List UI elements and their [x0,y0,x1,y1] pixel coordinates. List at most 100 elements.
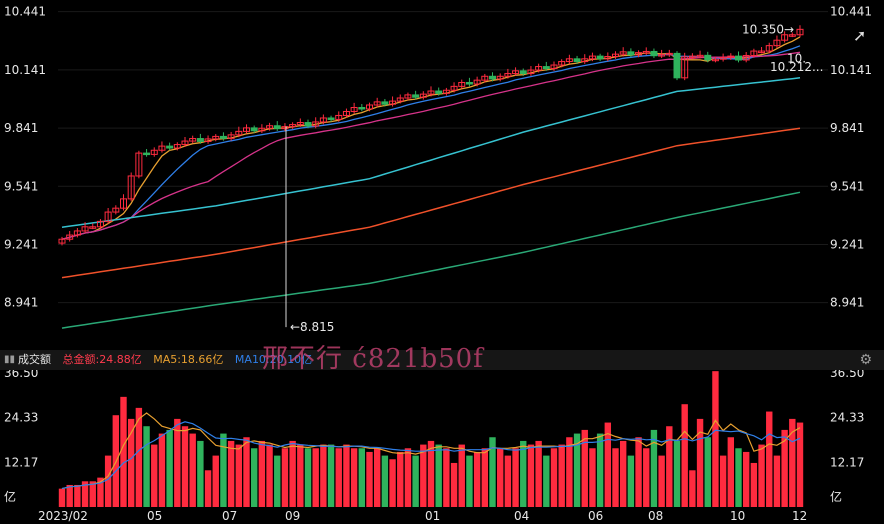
volume-bar [619,440,627,507]
volume-menu-icon[interactable]: ▮▮ [4,354,16,365]
x-axis-label: 05 [147,509,162,523]
volume-bar [696,418,704,507]
volume-bar [427,440,435,507]
candle-body [781,34,789,41]
candle-body [319,117,327,123]
volume-bar [335,448,342,507]
price-tick-right: 9.241 [830,237,864,251]
volume-bar [589,448,596,507]
volume-unit-left: 亿 [4,489,16,504]
volume-bar [58,488,66,507]
candle-body [665,52,673,56]
candle-body [765,45,773,52]
volume-bar [389,459,396,507]
volume-bar [320,444,327,507]
price-annotations: ←8.815 10.350→ 10.10.212... [285,22,823,334]
last-price-label: 10.212... [770,60,823,74]
volume-bar [420,444,427,507]
volume-bar [789,418,796,507]
ma120-line [61,127,801,279]
price-tick-left: 8.941 [4,296,38,310]
volume-bar [704,437,711,507]
volume-bar [373,448,381,507]
volume-ma10: MA10:20.10亿 [234,353,313,366]
volume-bar [781,429,788,507]
volume-bar [443,448,450,507]
candle-body [135,152,143,177]
candle-body [127,175,135,200]
volume-bar [573,433,581,507]
candle-body [373,101,381,106]
candle-body [58,238,66,244]
settings-gear-icon[interactable]: ⚙ [859,352,872,368]
candle-body [489,75,496,80]
volume-bar [81,481,89,507]
volume-bar [274,455,281,507]
candle-body [442,89,450,94]
volume-bar [796,422,804,507]
ma250-line [61,191,801,329]
candle-body [166,145,174,149]
volume-ma10-line [61,421,801,490]
candle-body [250,127,258,132]
candle-body [281,126,289,130]
candle-body [750,50,758,57]
volume-bar [327,444,335,507]
candle-body [273,125,281,130]
candle-body [612,53,619,57]
volume-bar [566,437,573,507]
volume-bar [235,444,243,507]
volume-bar [466,455,473,507]
x-axis-label: 2023/02 [38,509,88,523]
volume-bar [297,444,304,507]
candle-body [450,85,458,91]
price-grid [58,11,828,304]
volume-bar [289,440,296,507]
watermark: 邢不行 ć821b50f [262,344,484,374]
candle-body [512,70,520,75]
candle-body [565,58,573,63]
volume-bar [650,429,658,507]
volume-bars [58,371,804,507]
volume-bar [719,455,727,507]
candle-body [535,66,543,71]
volume-bar [627,455,635,507]
volume-bar [89,481,96,507]
min-price-label: ←8.815 [290,320,334,334]
price-axis-ticks: 10.441 10.441 10.141 10.141 9.841 9.841 9.541 9… [4,5,872,310]
candle-body [558,61,566,66]
volume-bar [496,448,504,507]
candle-body [396,97,404,102]
candle-body [719,57,727,60]
candle-body [89,226,97,229]
volume-bar [250,448,258,507]
candle-body [66,234,74,240]
candle-body [496,75,504,80]
candle-body [604,55,612,60]
volume-bar [381,455,389,507]
candle-body [404,94,412,99]
x-axis-label: 12 [792,509,807,523]
x-axis-label: 07 [222,509,237,523]
volume-bar [635,437,642,507]
candle-body [596,55,604,60]
volume-bar [304,448,312,507]
x-axis-label: 09 [285,509,300,523]
volume-bar [151,444,158,507]
candle-body [619,51,627,55]
candle-body [458,81,466,87]
volume-tick-right: 12.17 [830,455,864,469]
candle-body [104,211,112,222]
candle-body [120,198,127,209]
volume-bar [543,455,550,507]
volume-bar [458,444,465,507]
price-tick-right: 10.141 [830,63,872,77]
price-tick-right: 9.841 [830,121,864,135]
candle-body [158,145,166,151]
volume-bar [512,448,519,507]
candle-body [389,100,397,105]
candle-body [81,226,89,232]
candle-body [735,55,742,61]
volume-bar [412,455,419,507]
candle-body [681,56,689,79]
